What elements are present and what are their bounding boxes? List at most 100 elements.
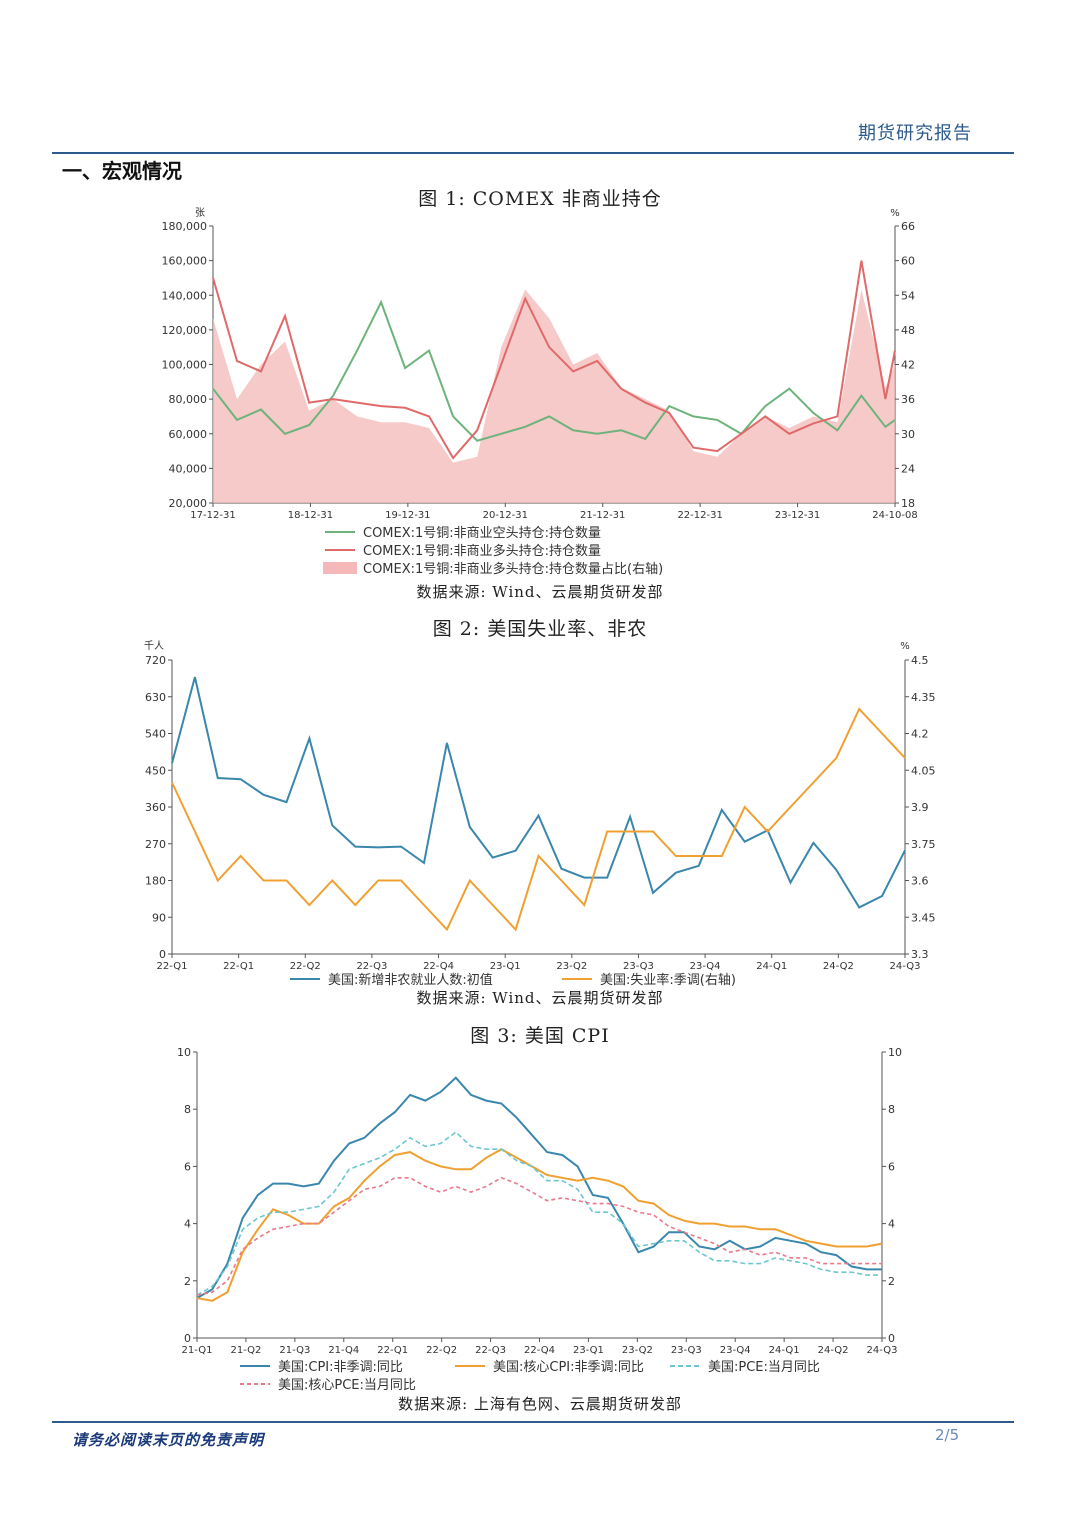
left-tick-label: 40,000 bbox=[169, 462, 208, 475]
x-tick-label: 21-Q2 bbox=[230, 1345, 261, 1356]
x-tick-label: 23-Q4 bbox=[690, 961, 721, 972]
x-tick-label: 23-Q2 bbox=[622, 1345, 653, 1356]
x-tick-label: 21-Q1 bbox=[182, 1345, 213, 1356]
x-tick-label: 22-Q1 bbox=[223, 961, 254, 972]
left-tick-label: 60,000 bbox=[169, 428, 208, 441]
x-tick-label: 24-10-08 bbox=[872, 510, 917, 521]
left-tick-label: 120,000 bbox=[162, 324, 208, 337]
page-number: 2/5 bbox=[935, 1426, 960, 1444]
right-tick-label: 3.3 bbox=[911, 948, 929, 961]
x-tick-label: 22-12-31 bbox=[677, 510, 722, 521]
left-tick-label: 140,000 bbox=[162, 289, 208, 302]
right-axis-unit: % bbox=[900, 641, 910, 652]
x-tick-label: 23-Q4 bbox=[720, 1345, 751, 1356]
x-tick-label: 22-Q3 bbox=[356, 961, 387, 972]
x-tick-label: 24-Q3 bbox=[890, 961, 921, 972]
figure-1-chart: 20,000 40,000 60,000 80,000 100,000 120,000 14… bbox=[162, 207, 918, 577]
footer-rule bbox=[52, 1421, 1014, 1423]
left-tick-label: 360 bbox=[145, 801, 166, 814]
right-tick-label: 48 bbox=[901, 324, 915, 337]
right-tick-label: 4.2 bbox=[911, 728, 929, 741]
figure-1-source: 数据来源: Wind、云晨期货研发部 bbox=[416, 583, 664, 601]
legend-label: 美国:核心CPI:非季调:同比 bbox=[493, 1360, 644, 1375]
x-tick-label: 19-12-31 bbox=[385, 510, 430, 521]
figure-2-title: 图 2: 美国失业率、非农 bbox=[432, 618, 648, 640]
legend-label: 美国:CPI:非季调:同比 bbox=[278, 1360, 403, 1375]
x-tick-label: 21-Q3 bbox=[279, 1345, 310, 1356]
x-tick-label: 22-Q4 bbox=[423, 961, 454, 972]
x-tick-label: 23-Q1 bbox=[573, 1345, 604, 1356]
right-tick-label: 60 bbox=[901, 255, 915, 268]
figure-3-title: 图 3: 美国 CPI bbox=[470, 1025, 610, 1047]
left-tick-label: 8 bbox=[184, 1103, 191, 1116]
figure-3-source: 数据来源: 上海有色网、云晨期货研发部 bbox=[398, 1395, 682, 1413]
x-tick-label: 24-Q3 bbox=[867, 1345, 898, 1356]
figure-2-source: 数据来源: Wind、云晨期货研发部 bbox=[416, 989, 664, 1007]
legend-label: COMEX:1号铜:非商业空头持仓:持仓数量 bbox=[363, 526, 601, 541]
left-tick-label: 630 bbox=[145, 691, 166, 704]
figure-3-chart: 0 2 4 6 8 10 0 2 4 6 8 10 21-Q1 21-Q2 21-Q3 21-Q4 22-Q1 2… bbox=[177, 1046, 902, 1393]
left-tick-label: 0 bbox=[184, 1332, 191, 1345]
x-tick-label: 22-Q4 bbox=[524, 1345, 555, 1356]
x-tick-label: 23-12-31 bbox=[775, 510, 820, 521]
x-tick-label: 22-Q1 bbox=[157, 961, 188, 972]
x-tick-label: 24-Q2 bbox=[818, 1345, 849, 1356]
x-tick-label: 24-Q1 bbox=[769, 1345, 800, 1356]
legend-label: 美国:新增非农就业人数:初值 bbox=[328, 972, 493, 988]
right-tick-label: 10 bbox=[888, 1046, 902, 1059]
x-tick-label: 23-Q2 bbox=[556, 961, 587, 972]
legend-label: COMEX:1号铜:非商业多头持仓:持仓数量 bbox=[363, 543, 601, 559]
legend-label: 美国:失业率:季调(右轴) bbox=[600, 972, 736, 988]
left-tick-label: 450 bbox=[145, 764, 166, 777]
left-tick-label: 180,000 bbox=[162, 220, 208, 233]
right-tick-label: 0 bbox=[888, 1332, 895, 1345]
series-line-1 bbox=[196, 1148, 883, 1302]
left-tick-label: 10 bbox=[177, 1046, 191, 1059]
left-tick-label: 180 bbox=[145, 875, 166, 888]
right-tick-label: 3.75 bbox=[911, 838, 936, 851]
right-tick-label: 6 bbox=[888, 1160, 895, 1173]
series-line-0 bbox=[171, 676, 906, 909]
header-rule bbox=[52, 152, 1014, 154]
left-tick-label: 4 bbox=[184, 1218, 191, 1231]
right-tick-label: 3.45 bbox=[911, 911, 936, 924]
report-type-label: 期货研究报告 bbox=[858, 123, 972, 144]
figure-1-title: 图 1: COMEX 非商业持仓 bbox=[418, 188, 662, 210]
left-tick-label: 2 bbox=[184, 1275, 191, 1288]
x-tick-label: 22-Q2 bbox=[290, 961, 321, 972]
series-line-0 bbox=[196, 1076, 882, 1299]
legend-label: 美国:核心PCE:当月同比 bbox=[278, 1378, 416, 1393]
right-tick-label: 2 bbox=[888, 1275, 895, 1288]
series-area-2 bbox=[213, 289, 895, 503]
left-tick-label: 160,000 bbox=[162, 255, 208, 268]
series-line-1 bbox=[212, 260, 896, 460]
right-tick-label: 4.35 bbox=[911, 691, 936, 704]
right-axis-unit: % bbox=[890, 208, 900, 219]
section-title: 一、宏观情况 bbox=[62, 159, 182, 183]
x-tick-label: 21-Q4 bbox=[328, 1345, 359, 1356]
right-tick-label: 42 bbox=[901, 359, 915, 372]
x-tick-label: 17-12-31 bbox=[190, 510, 235, 521]
left-tick-label: 540 bbox=[145, 728, 166, 741]
x-tick-label: 22-Q3 bbox=[475, 1345, 506, 1356]
legend-swatch bbox=[323, 562, 357, 574]
right-tick-label: 66 bbox=[901, 220, 915, 233]
figure-2-chart: 0 90 180 270 360 450 540 630 720 3.3 3.45 3.6 3.75 3.… bbox=[144, 640, 936, 988]
right-tick-label: 18 bbox=[901, 497, 915, 510]
right-tick-label: 3.6 bbox=[911, 875, 929, 888]
right-tick-label: 54 bbox=[901, 289, 915, 302]
left-tick-label: 100,000 bbox=[162, 359, 208, 372]
x-tick-label: 23-Q3 bbox=[671, 1345, 702, 1356]
x-tick-label: 22-Q1 bbox=[377, 1345, 408, 1356]
right-tick-label: 4.5 bbox=[911, 654, 929, 667]
left-axis-unit: 张 bbox=[195, 207, 205, 219]
x-tick-label: 20-12-31 bbox=[483, 510, 528, 521]
disclaimer-note: 请务必阅读末页的免责声明 bbox=[72, 1431, 265, 1449]
right-tick-label: 4.05 bbox=[911, 764, 936, 777]
right-tick-label: 36 bbox=[901, 393, 915, 406]
x-tick-label: 21-12-31 bbox=[580, 510, 625, 521]
left-tick-label: 0 bbox=[159, 948, 166, 961]
legend-label: 美国:PCE:当月同比 bbox=[708, 1360, 820, 1375]
right-tick-label: 24 bbox=[901, 462, 915, 475]
x-tick-label: 23-Q3 bbox=[623, 961, 654, 972]
